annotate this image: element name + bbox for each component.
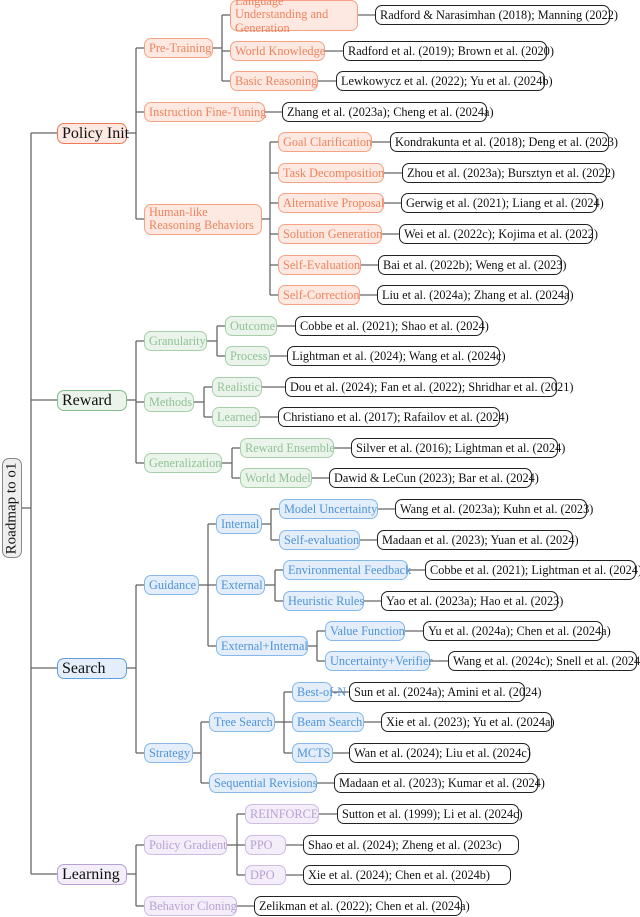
citation-box: Christiano et al. (2017); Rafailov et al… <box>278 407 509 427</box>
node-human-like-reasoning-behaviors: Human-like Reasoning Behaviors <box>144 203 262 235</box>
node-external-internal: External+Internal <box>216 636 308 656</box>
node-world-knowledge: World Knowledge <box>230 41 325 61</box>
node-learned: Learned <box>212 407 260 427</box>
node-external: External <box>216 575 265 595</box>
citation-box: Shao et al. (2024); Zheng et al. (2023c) <box>303 835 519 855</box>
node-solution-generation: Solution Generation <box>278 224 382 244</box>
citation-box: Xie et al. (2023); Yu et al. (2024a) <box>381 712 555 732</box>
citation-box: Cobbe et al. (2021); Lightman et al. (20… <box>425 560 640 580</box>
node-strategy: Strategy <box>144 743 193 763</box>
node-language-understanding-and-generation: Language Understanding and Generation <box>230 0 358 35</box>
citation-box: Radford & Narasimhan (2018); Manning (20… <box>375 5 618 25</box>
citation-box: Wang et al. (2023a); Kuhn et al. (2023) <box>395 499 593 519</box>
node-best-of-n: Best-of-N <box>292 682 346 702</box>
citation-box: Dou et al. (2024); Fan et al. (2022); Sh… <box>285 377 573 397</box>
node-pre-training: Pre-Training <box>144 38 213 58</box>
citation-box: Liu et al. (2024a); Zhang et al. (2024a) <box>377 285 574 305</box>
citation-box: Madaan et al. (2023); Kumar et al. (2024… <box>334 773 545 793</box>
citation-box: Silver et al. (2016); Lightman et al. (2… <box>351 438 565 458</box>
node-tree-search: Tree Search <box>209 712 275 732</box>
citation-box: Yu et al. (2024a); Chen et al. (2024a) <box>423 621 611 641</box>
node-alternative-proposal: Alternative Proposal <box>278 193 384 213</box>
citation-box: Bai et al. (2022b); Weng et al. (2023) <box>378 255 567 275</box>
citation-box: Kondrakunta et al. (2018); Deng et al. (… <box>390 132 618 152</box>
citation-box: Lightman et al. (2024); Wang et al. (202… <box>287 346 506 366</box>
node-instruction-fine-tuning: Instruction Fine-Tuning <box>144 102 266 122</box>
node-task-decomposition: Task Decomposition <box>278 163 384 183</box>
node-outcome: Outcome <box>225 316 277 336</box>
node-dpo: DPO <box>245 865 286 885</box>
citation-box: Yao et al. (2023a); Hao et al. (2023) <box>381 591 563 611</box>
node-beam-search: Beam Search <box>292 712 364 732</box>
node-reinforce: REINFORCE <box>245 804 319 824</box>
citation-box: Zhang et al. (2023a); Cheng et al. (2024… <box>282 102 494 122</box>
node-methods: Methods <box>144 392 194 412</box>
node-self-correction: Self-Correction <box>278 285 360 305</box>
root-node: Roadmap to o1 <box>2 458 22 558</box>
citation-box: Zelikman et al. (2022); Chen et al. (202… <box>254 896 470 916</box>
node-basic-reasoning: Basic Reasoning <box>230 71 318 91</box>
citation-box: Madaan et al. (2023); Yuan et al. (2024) <box>377 530 579 550</box>
node-process: Process <box>225 346 270 366</box>
node-granularity: Granularity <box>144 331 207 351</box>
node-realistic: Realistic <box>212 377 262 397</box>
node-value-function: Value Function <box>325 621 405 641</box>
node-self-evaluation: Self-evaluation <box>279 530 360 550</box>
node-guidance: Guidance <box>144 575 199 595</box>
node-heuristic-rules: Heuristic Rules <box>283 591 364 611</box>
citation-box: Wei et al. (2022c); Kojima et al. (2022) <box>399 224 598 244</box>
node-goal-clarification: Goal Clarification <box>278 132 372 152</box>
citation-box: Radford et al. (2019); Brown et al. (202… <box>343 41 554 61</box>
citation-box: Cobbe et al. (2021); Shao et al. (2024) <box>295 316 489 336</box>
node-learning: Learning <box>57 863 127 885</box>
citation-box: Sun et al. (2024a); Amini et al. (2024) <box>349 682 542 702</box>
citation-box: Wan et al. (2024); Liu et al. (2024c) <box>349 743 531 763</box>
citation-box: Wang et al. (2024c); Snell et al. (2024) <box>448 651 640 671</box>
node-environmental-feedback: Environmental Feedback <box>283 560 411 580</box>
node-behavior-cloning: Behavior Cloning <box>144 896 237 916</box>
root-label: Roadmap to o1 <box>3 462 20 554</box>
node-model-uncertainty: Model Uncertainty <box>279 499 378 519</box>
node-policy-gradient: Policy Gradient <box>144 835 227 855</box>
node-world-model: World Model <box>240 468 312 488</box>
node-generalization: Generalization <box>144 453 222 473</box>
node-ppo: PPO <box>245 835 286 855</box>
citation-box: Zhou et al. (2023a); Bursztyn et al. (20… <box>402 163 615 183</box>
citation-box: Dawid & LeCun (2023); Bar et al. (2024) <box>329 468 539 488</box>
node-mcts: MCTS <box>292 743 333 763</box>
node-uncertainty-verifier: Uncertainty+Verifier <box>325 651 433 671</box>
citation-box: Sutton et al. (1999); Li et al. (2024c) <box>337 804 523 824</box>
node-self-evaluation: Self-Evaluation <box>278 255 361 275</box>
node-sequential-revisions: Sequential Revisions <box>209 773 318 793</box>
citation-box: Lewkowycz et al. (2022); Yu et al. (2024… <box>336 71 553 91</box>
node-search: Search <box>57 657 127 679</box>
citation-box: Xie et al. (2024); Chen et al. (2024b) <box>303 865 511 885</box>
node-reward: Reward <box>57 389 127 411</box>
citation-box: Gerwig et al. (2021); Liang et al. (2024… <box>401 193 604 213</box>
node-internal: Internal <box>216 514 262 534</box>
node-reward-ensemble: Reward Ensemble <box>240 438 335 458</box>
node-policy-init: Policy Init <box>57 122 129 144</box>
